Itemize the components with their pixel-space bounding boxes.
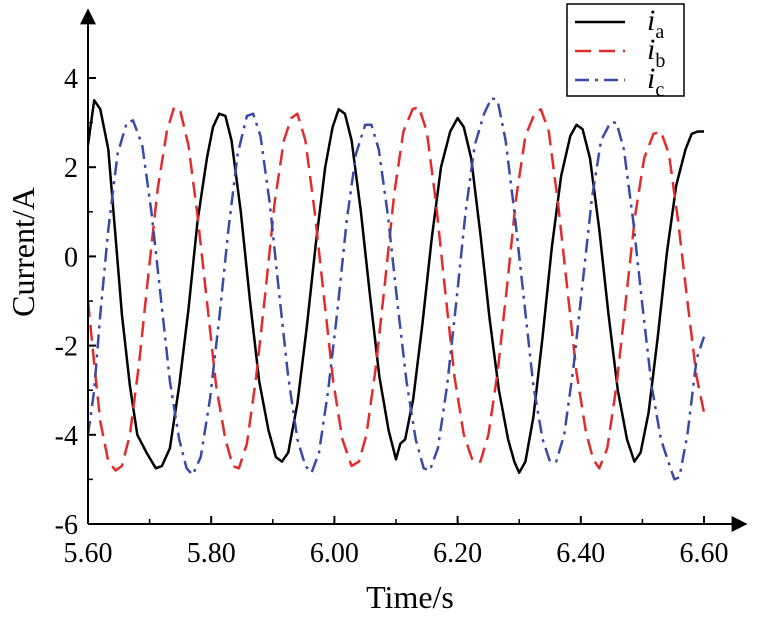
x-axis-title: Time/s — [366, 579, 454, 615]
x-tick-label: 6.00 — [310, 538, 359, 569]
legend-label-a: ia — [647, 4, 664, 43]
y-axis-title: Current/A — [5, 187, 41, 317]
series-line-b — [86, 105, 706, 472]
x-tick-label: 6.20 — [433, 538, 482, 569]
x-tick-label: 5.60 — [64, 538, 113, 569]
legend-label-b: ib — [647, 33, 665, 72]
x-tick-label: 6.40 — [556, 538, 605, 569]
legend-label-c: ic — [647, 62, 664, 101]
y-tick-label: -6 — [55, 510, 78, 541]
y-tick-label: -4 — [55, 421, 78, 452]
series-line-c — [86, 96, 706, 481]
y-tick-label: -2 — [55, 332, 78, 363]
y-tick-label: 2 — [64, 153, 78, 184]
y-tick-label: 4 — [64, 64, 78, 95]
x-tick-label: 6.60 — [680, 538, 729, 569]
x-tick-label: 5.80 — [187, 538, 236, 569]
axes — [80, 8, 748, 532]
y-tick-label: 0 — [64, 242, 78, 273]
series-line-a — [86, 99, 704, 474]
ticks: 5.60 5.80 6.00 6.20 6.40 6.60 4 2 0 -2 -4 -6 — [55, 64, 729, 569]
series-layer — [86, 96, 706, 481]
